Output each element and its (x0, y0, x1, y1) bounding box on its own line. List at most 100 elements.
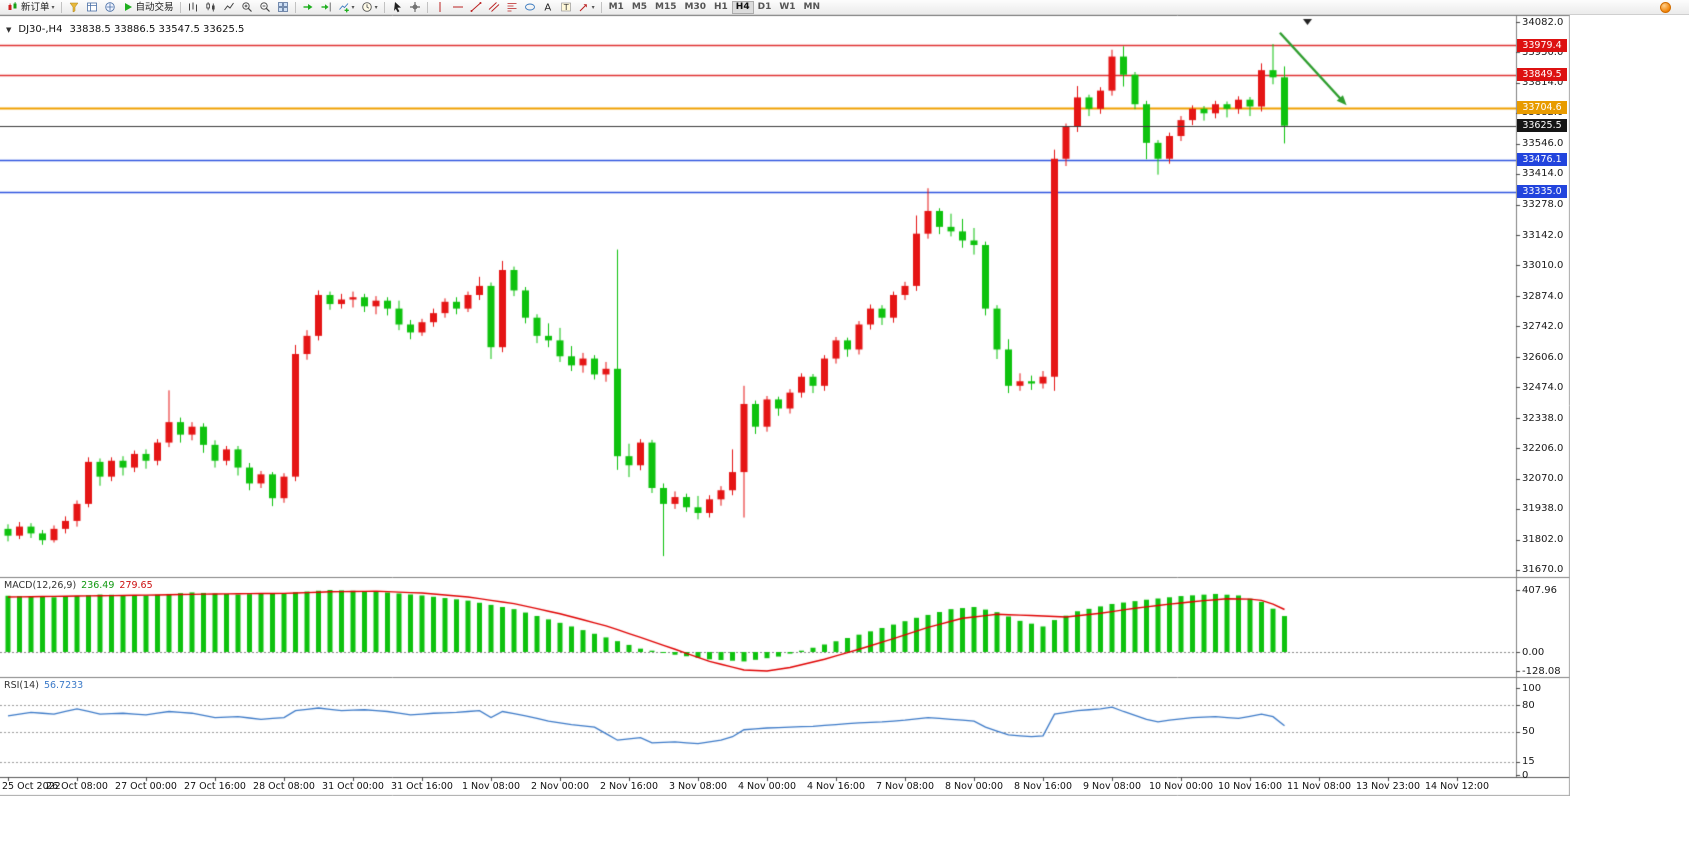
timeframe-m15-button[interactable]: M15 (655, 1, 677, 12)
price-axis-label: 32206.0 (1522, 442, 1564, 454)
data-window-icon[interactable] (83, 1, 101, 14)
timeframe-h4-button[interactable]: H4 (731, 0, 754, 14)
chart-window: ▼ DJ30-,H4 33838.5 33886.5 33547.5 33625… (0, 15, 1570, 796)
tile-windows-icon[interactable] (274, 1, 292, 14)
timeframe-d1-button[interactable]: D1 (757, 1, 772, 12)
timeframe-h1-button[interactable]: H1 (714, 1, 728, 12)
time-axis-label: 13 Nov 23:00 (1355, 781, 1421, 792)
text-label-icon[interactable]: T (557, 1, 575, 14)
autotrading-button-label: 自动交易 (135, 1, 174, 13)
price-axis-label: 31670.0 (1522, 564, 1564, 576)
clock-icon[interactable]: ▾ (358, 1, 381, 14)
toolbar-separator (60, 1, 62, 13)
auto-scroll-icon[interactable] (299, 1, 317, 14)
one-click-trading-toggle[interactable]: ▼ (6, 25, 12, 34)
chart-shift-icon[interactable] (317, 1, 335, 14)
price-level-badge: 33476.1 (1517, 153, 1567, 167)
notification-badge[interactable] (1660, 2, 1671, 13)
price-axis-label: 32606.0 (1522, 351, 1564, 363)
macd-axis-label: 407.96 (1522, 584, 1557, 596)
rsi-indicator-label: RSI(14) 56.7233 (4, 680, 83, 691)
timeframe-m30-button[interactable]: M30 (684, 1, 706, 12)
new-order-button-label: 新订单 (21, 1, 50, 13)
time-axis-label: 14 Nov 12:00 (1424, 781, 1490, 792)
chevron-down-icon: ▾ (51, 3, 55, 11)
time-axis-label: 31 Oct 16:00 (391, 781, 453, 792)
rsi-axis-label: 100 (1522, 682, 1542, 694)
vertical-line-icon[interactable] (431, 1, 449, 14)
arrows-icon[interactable]: ▾ (575, 1, 598, 14)
rsi-axis-label: 80 (1522, 699, 1535, 711)
current-price-badge: 33625.5 (1517, 119, 1567, 133)
price-axis-label: 33414.0 (1522, 168, 1564, 180)
time-axis-label: 10 Nov 16:00 (1217, 781, 1283, 792)
time-axis-label: 4 Nov 00:00 (737, 781, 797, 792)
chart-symbol-period: DJ30-,H4 (18, 24, 63, 35)
macd-indicator-label: MACD(12,26,9) 236.49 279.65 (4, 580, 153, 591)
trendline-icon[interactable] (467, 1, 485, 14)
navigator-icon[interactable] (101, 1, 119, 14)
price-axis-label: 33010.0 (1522, 259, 1564, 271)
price-axis-label: 32338.0 (1522, 412, 1564, 424)
macd-axis-label: 0.00 (1522, 646, 1545, 658)
chevron-down-icon: ▾ (374, 3, 378, 11)
price-axis-label: 31802.0 (1522, 534, 1564, 546)
toolbar-items: 新订单 ▾ 自动交易 ▾ ▾ A T ▾ M1 M5 M15 M30 H1 H4 D1 W1 MN (4, 0, 824, 15)
time-axis-label: 10 Nov 00:00 (1148, 781, 1214, 792)
shapes-icon[interactable] (521, 1, 539, 14)
indicators-icon[interactable]: ▾ (335, 1, 358, 14)
rsi-value: 56.7233 (43, 680, 84, 691)
rsi-axis-label: 15 (1522, 756, 1535, 768)
toolbar-separator (294, 1, 296, 13)
chevron-down-icon: ▾ (591, 3, 595, 11)
macd-name: MACD(12,26,9) (4, 580, 77, 591)
crosshair-icon[interactable] (406, 1, 424, 14)
market-watch-icon[interactable] (65, 1, 83, 14)
line-chart-icon[interactable] (220, 1, 238, 14)
toolbar-separator (383, 1, 385, 13)
time-axis-label: 9 Nov 08:00 (1082, 781, 1142, 792)
price-level-badge: 33335.0 (1517, 185, 1567, 199)
new-order-button[interactable]: 新订单 ▾ (4, 1, 58, 14)
timeframe-mn-button[interactable]: MN (803, 1, 821, 12)
price-scale[interactable]: 34082.033950.033814.033682.033546.033414… (1516, 15, 1570, 796)
price-axis-label: 33278.0 (1522, 199, 1564, 211)
time-axis-label: 26 Oct 08:00 (46, 781, 108, 792)
price-level-badge: 33704.6 (1517, 101, 1567, 115)
timeframe-m5-button[interactable]: M5 (631, 1, 648, 12)
time-axis-label: 25 Oct 2022 (2, 781, 61, 792)
chart-canvas[interactable] (0, 15, 1570, 796)
fibonacci-icon[interactable] (503, 1, 521, 14)
time-scale[interactable]: 25 Oct 2022 26 Oct 08:00 27 Oct 00:00 27 Oc… (0, 777, 1516, 796)
svg-text:A: A (544, 3, 551, 13)
timeframe-m1-button[interactable]: M1 (608, 1, 624, 12)
zoom-in-icon[interactable] (238, 1, 256, 14)
toolbar-separator (179, 1, 181, 13)
price-axis-label: 32070.0 (1522, 473, 1564, 485)
cursor-icon[interactable] (388, 1, 406, 14)
autotrading-button[interactable]: 自动交易 (119, 1, 177, 14)
time-axis-label: 3 Nov 08:00 (668, 781, 728, 792)
bar-chart-icon[interactable] (184, 1, 202, 14)
rsi-axis-label: 0 (1522, 769, 1529, 781)
toolbar-separator (600, 1, 602, 13)
time-axis-label: 2 Nov 00:00 (530, 781, 590, 792)
horizontal-line-icon[interactable] (449, 1, 467, 14)
toolbar-separator (426, 1, 428, 13)
rsi-axis-label: 50 (1522, 726, 1535, 737)
price-axis-label: 32474.0 (1522, 381, 1564, 393)
text-icon[interactable]: A (539, 1, 557, 14)
price-axis-label: 31938.0 (1522, 503, 1564, 515)
time-axis-label: 8 Nov 16:00 (1013, 781, 1073, 792)
candlestick-chart-icon[interactable] (202, 1, 220, 14)
zoom-out-icon[interactable] (256, 1, 274, 14)
equidistant-channel-icon[interactable] (485, 1, 503, 14)
macd-signal-value: 279.65 (119, 580, 153, 591)
macd-axis-label: -128.08 (1522, 665, 1561, 677)
chevron-down-icon: ▾ (351, 3, 355, 11)
main-toolbar: 新订单 ▾ 自动交易 ▾ ▾ A T ▾ M1 M5 M15 M30 H1 H4 D1 W1 MN (0, 0, 1689, 15)
price-axis-label: 34082.0 (1522, 16, 1564, 28)
price-axis-label: 33142.0 (1522, 229, 1564, 241)
time-axis-label: 27 Oct 16:00 (184, 781, 246, 792)
timeframe-w1-button[interactable]: W1 (779, 1, 796, 12)
